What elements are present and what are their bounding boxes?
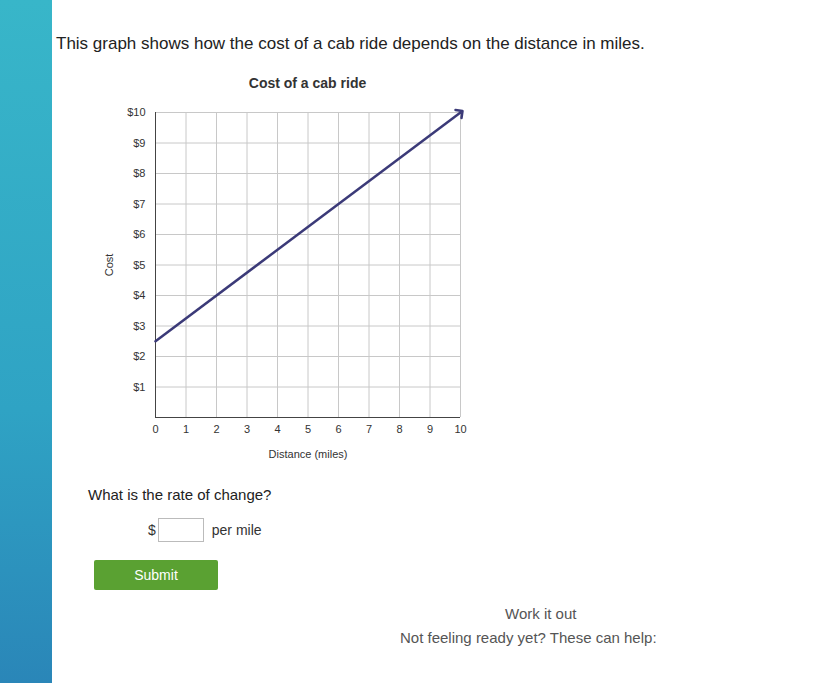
html-text:What is the rate of change?: What is the rate of change? [88, 486, 272, 503]
svg-text:1: 1 [183, 423, 189, 435]
svg-text:$10: $10 [127, 106, 145, 118]
svg-text:$5: $5 [133, 259, 145, 271]
svg-text:8: 8 [396, 423, 402, 435]
svg-text:$6: $6 [133, 228, 145, 240]
svg-text:2: 2 [213, 423, 219, 435]
html-text:Cost of a cab ride: Cost of a cab ride [248, 75, 367, 91]
svg-text:$9: $9 [133, 137, 145, 149]
html-text:Work it out: Work it out [505, 605, 577, 622]
svg-text:$2: $2 [133, 350, 145, 362]
svg-text:10: 10 [454, 423, 466, 435]
html-text:Not feeling ready yet? These c: Not feeling ready yet? These can help: [400, 629, 657, 646]
svg-text:$8: $8 [133, 167, 145, 179]
svg-text:5: 5 [305, 423, 311, 435]
html-text:This graph shows how the cost: This graph shows how the cost of a cab r… [56, 34, 645, 53]
svg-text:$3: $3 [133, 320, 145, 332]
html-text:per mile: per mile [211, 522, 262, 538]
svg-text:3: 3 [244, 423, 250, 435]
svg-text:0: 0 [152, 423, 158, 435]
html-text:Submit: Submit [134, 567, 178, 583]
svg-text:$7: $7 [133, 198, 145, 210]
svg-text:Distance (miles): Distance (miles) [269, 448, 348, 460]
svg-text:Cost: Cost [103, 254, 115, 277]
svg-text:$4: $4 [133, 289, 145, 301]
svg-text:4: 4 [274, 423, 280, 435]
svg-text:6: 6 [335, 423, 341, 435]
svg-text:7: 7 [366, 423, 372, 435]
svg-text:9: 9 [427, 423, 433, 435]
svg-text:$1: $1 [133, 381, 145, 393]
